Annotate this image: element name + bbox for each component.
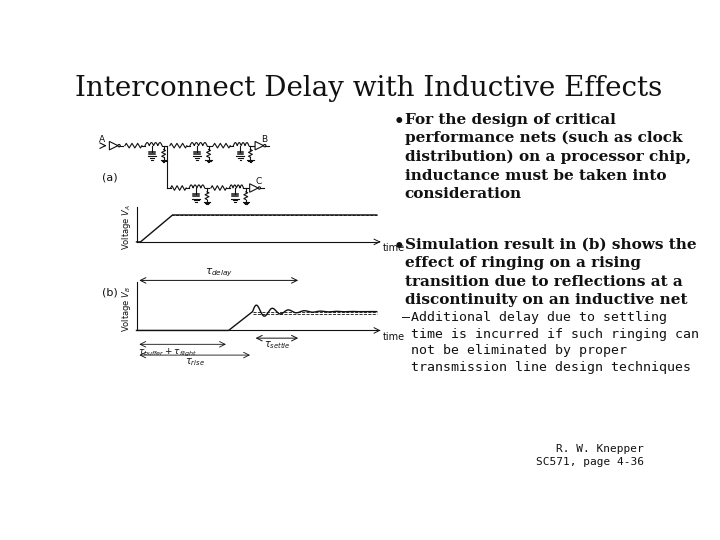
Text: R. W. Knepper
SC571, page 4-36: R. W. Knepper SC571, page 4-36: [536, 444, 644, 467]
Text: –: –: [402, 311, 410, 324]
Text: A: A: [99, 135, 104, 144]
Text: Additional delay due to settling
time is incurred if such ringing can
not be eli: Additional delay due to settling time is…: [411, 311, 699, 374]
Text: •: •: [394, 112, 405, 130]
Text: Voltage $V_B$: Voltage $V_B$: [120, 286, 132, 332]
Text: •: •: [394, 238, 405, 255]
Text: For the design of critical
performance nets (such as clock
distribution) on a pr: For the design of critical performance n…: [405, 112, 690, 201]
Text: $\tau_{settle}$: $\tau_{settle}$: [264, 339, 290, 350]
Text: $\tau_{delay}$: $\tau_{delay}$: [204, 266, 233, 279]
Text: time: time: [383, 244, 405, 253]
Text: $\tau_{rise}$: $\tau_{rise}$: [184, 356, 204, 368]
Text: $\tau_{buffer}+\tau_{flight}$: $\tau_{buffer}+\tau_{flight}$: [138, 347, 197, 360]
Text: B: B: [261, 135, 267, 144]
Text: (a): (a): [102, 172, 117, 183]
Text: C: C: [256, 177, 262, 186]
Text: time: time: [383, 332, 405, 342]
Text: (b): (b): [102, 288, 117, 298]
Text: Voltage $V_A$: Voltage $V_A$: [120, 204, 132, 249]
Text: Interconnect Delay with Inductive Effects: Interconnect Delay with Inductive Effect…: [76, 75, 662, 102]
Text: Simulation result in (b) shows the
effect of ringing on a rising
transition due : Simulation result in (b) shows the effec…: [405, 238, 696, 307]
